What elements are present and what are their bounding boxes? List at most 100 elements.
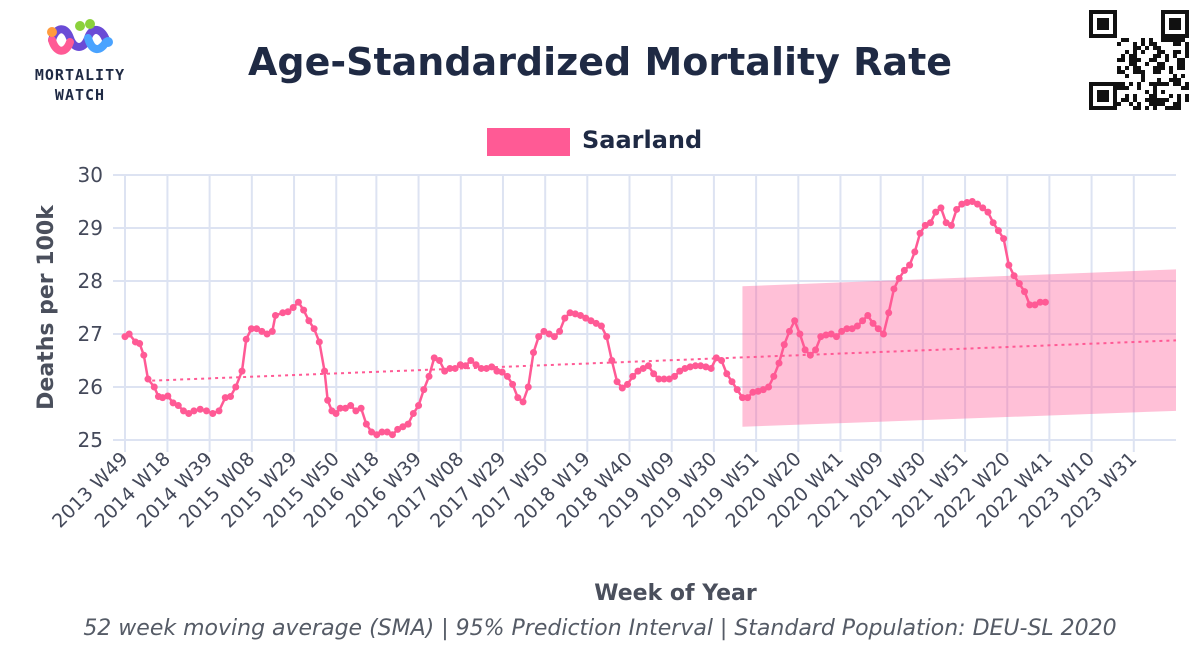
data-point (332, 410, 340, 417)
data-point (859, 317, 867, 325)
data-point (932, 208, 940, 216)
data-point (540, 327, 548, 335)
data-point (467, 357, 475, 364)
data-point (441, 367, 449, 375)
chart-caption: 52 week moving average (SMA) | 95% Predi… (83, 616, 1117, 641)
data-point (242, 335, 250, 343)
data-point (535, 333, 543, 341)
data-point (853, 322, 861, 330)
data-point (196, 405, 204, 413)
data-point (477, 364, 485, 372)
data-point (624, 380, 632, 388)
data-point (190, 407, 198, 415)
data-point (822, 331, 830, 339)
data-point (462, 362, 470, 370)
data-point (577, 311, 585, 319)
data-point (524, 383, 532, 391)
data-point (315, 338, 323, 346)
data-point (503, 372, 511, 380)
y-axis-title: Deaths per 100k (34, 204, 59, 410)
data-point (310, 325, 318, 333)
data-point (697, 362, 705, 370)
data-point (770, 372, 778, 380)
data-point (247, 325, 255, 333)
data-point (900, 266, 908, 274)
legend-swatch (487, 128, 570, 156)
data-point (864, 311, 872, 319)
data-point (420, 386, 428, 394)
data-point (723, 370, 731, 378)
y-tick-label: 30 (78, 163, 103, 187)
data-point (874, 325, 882, 333)
data-point (843, 325, 851, 333)
data-point (289, 304, 297, 311)
data-point (801, 346, 809, 354)
data-point (1026, 301, 1034, 309)
qr-code-icon[interactable] (1088, 10, 1190, 110)
data-point (373, 431, 381, 439)
data-point (529, 349, 537, 357)
data-point (718, 357, 726, 364)
data-point (848, 325, 856, 333)
data-point (352, 407, 360, 415)
data-point (150, 383, 158, 391)
data-point (324, 396, 332, 404)
data-point (164, 392, 172, 400)
data-point (791, 317, 799, 325)
data-point (634, 367, 642, 375)
data-point (592, 319, 600, 327)
data-point (279, 309, 287, 317)
logo-text-line1: MORTALITY (34, 66, 126, 84)
data-point (268, 327, 276, 335)
data-point (665, 375, 673, 383)
data-point (921, 221, 929, 229)
data-point (456, 361, 464, 369)
y-tick-label: 29 (78, 216, 103, 240)
y-tick-label: 27 (78, 322, 103, 346)
data-point (796, 330, 804, 338)
data-point (613, 378, 621, 386)
data-point (545, 330, 553, 338)
data-point (644, 362, 652, 370)
data-point (232, 383, 240, 391)
data-point (215, 407, 223, 415)
data-point (136, 340, 144, 348)
data-point (253, 325, 261, 333)
data-point (347, 402, 355, 410)
data-point (827, 330, 835, 338)
data-point (294, 298, 302, 306)
data-point (209, 410, 217, 417)
chart-title: Age-Standardized Mortality Rate (247, 40, 953, 84)
data-point (974, 200, 982, 208)
data-point (221, 394, 229, 402)
data-point (394, 425, 402, 433)
data-point (994, 227, 1002, 235)
data-point (1005, 261, 1013, 269)
data-point (937, 204, 945, 212)
data-point (258, 327, 266, 335)
data-point (300, 306, 308, 314)
data-point (989, 219, 997, 227)
data-point (430, 354, 438, 362)
data-point (1015, 280, 1023, 288)
y-tick-label: 28 (78, 269, 103, 293)
data-point (916, 229, 924, 237)
data-point (404, 420, 412, 428)
data-point (336, 404, 344, 412)
data-point (498, 368, 506, 376)
data-point (895, 274, 903, 282)
data-point (587, 317, 595, 325)
data-point (519, 398, 527, 406)
data-point (362, 420, 370, 428)
data-point (446, 364, 454, 372)
data-point (180, 407, 188, 415)
logo-icon (47, 19, 113, 55)
data-point (174, 402, 182, 410)
data-point (1031, 301, 1039, 309)
data-point (733, 386, 741, 394)
data-point (415, 402, 423, 410)
data-point (263, 330, 271, 338)
data-point (271, 311, 279, 319)
data-point (1036, 298, 1044, 306)
data-point (140, 351, 148, 359)
